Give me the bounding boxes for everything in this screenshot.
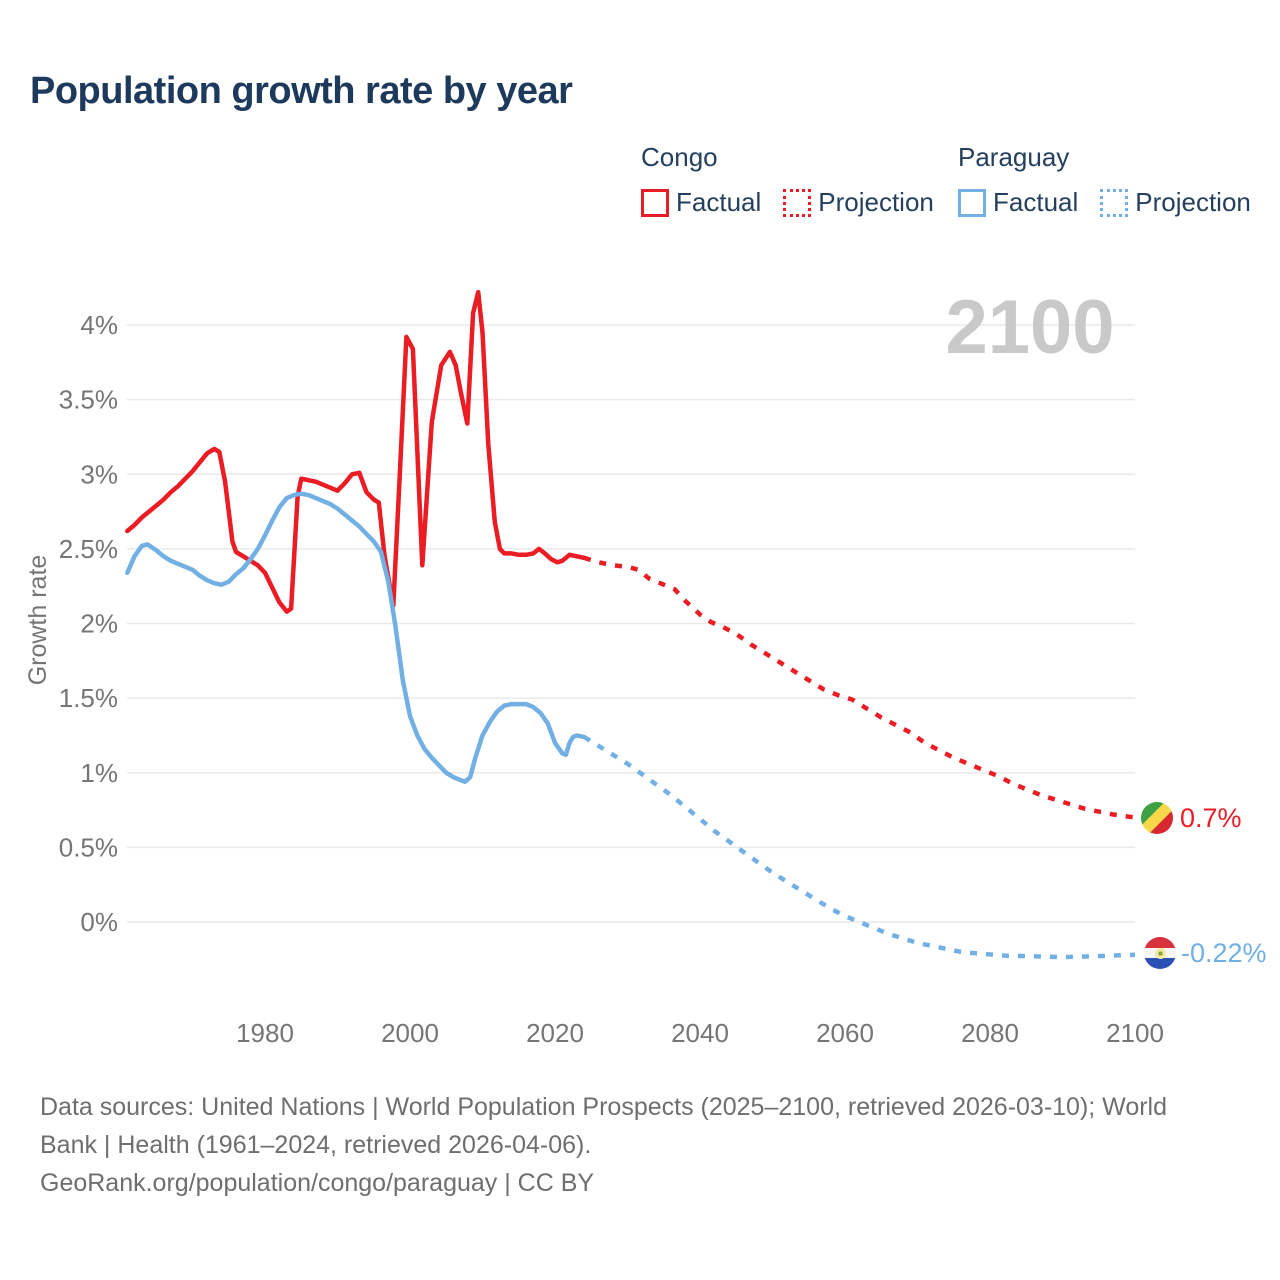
y-tick-label: 2% bbox=[80, 609, 118, 639]
paraguay-factual-line bbox=[125, 491, 587, 784]
y-axis-title: Growth rate bbox=[24, 555, 52, 686]
paraguay-flag-icon bbox=[1144, 937, 1176, 969]
paraguay-projection-label: Projection bbox=[1135, 187, 1251, 217]
congo-projection-label: Projection bbox=[818, 187, 934, 217]
congo-end-value: 0.7% bbox=[1180, 803, 1242, 833]
congo-factual-line bbox=[125, 289, 587, 614]
footer-sources-line-1: Data sources: United Nations | World Pop… bbox=[40, 1093, 1168, 1121]
footer-attribution-url: GeoRank.org/population/congo/paraguay | … bbox=[40, 1169, 595, 1197]
paraguay-factual-label: Factual bbox=[993, 187, 1079, 217]
legend-row-paraguay: Factual Projection bbox=[958, 187, 1273, 218]
paraguay-projection-line bbox=[582, 734, 1136, 960]
legend-country-congo: Congo bbox=[641, 142, 718, 172]
congo-factual-swatch-icon bbox=[641, 188, 669, 217]
data-sources-footer: Data sources: United Nations | World Pop… bbox=[40, 1088, 1240, 1202]
legend-row-congo: Factual Projection bbox=[641, 187, 956, 218]
y-tick-label: 3.5% bbox=[59, 385, 118, 415]
y-tick-label: 3% bbox=[80, 459, 118, 489]
congo-projection-line bbox=[583, 555, 1136, 820]
page-title: Population growth rate by year bbox=[30, 70, 573, 112]
paraguay-projection-swatch-icon bbox=[1100, 188, 1129, 217]
x-tick-label: 2020 bbox=[526, 1018, 584, 1048]
congo-projection-swatch-icon bbox=[783, 188, 812, 217]
y-tick-label: 0.5% bbox=[59, 832, 118, 862]
x-tick-label: 2080 bbox=[961, 1018, 1019, 1048]
year-watermark: 2100 bbox=[945, 285, 1114, 370]
footer-sources-line-2: Bank | Health (1961–2024, retrieved 2026… bbox=[40, 1131, 592, 1159]
x-tick-label: 1980 bbox=[236, 1018, 294, 1048]
y-tick-label: 1% bbox=[80, 758, 118, 788]
x-tick-label: 2000 bbox=[381, 1018, 439, 1048]
paraguay-emblem-icon bbox=[1154, 947, 1166, 959]
congo-factual-label: Factual bbox=[676, 187, 762, 217]
y-tick-label: 1.5% bbox=[59, 683, 118, 713]
paraguay-factual-swatch-icon bbox=[958, 188, 986, 217]
congo-flag-icon bbox=[1141, 802, 1173, 834]
legend-group-paraguay: Paraguay Factual Projection bbox=[958, 142, 1273, 218]
y-tick-label: 4% bbox=[80, 310, 118, 340]
paraguay-end-value: -0.22% bbox=[1181, 938, 1267, 968]
legend-country-paraguay: Paraguay bbox=[958, 142, 1070, 172]
y-tick-label: 0% bbox=[80, 907, 118, 937]
x-tick-label: 2040 bbox=[671, 1018, 729, 1048]
x-tick-label: 2060 bbox=[816, 1018, 874, 1048]
x-tick-label: 2100 bbox=[1106, 1018, 1164, 1048]
legend-group-congo: Congo Factual Projection bbox=[641, 142, 956, 218]
y-tick-label: 2.5% bbox=[59, 534, 118, 564]
